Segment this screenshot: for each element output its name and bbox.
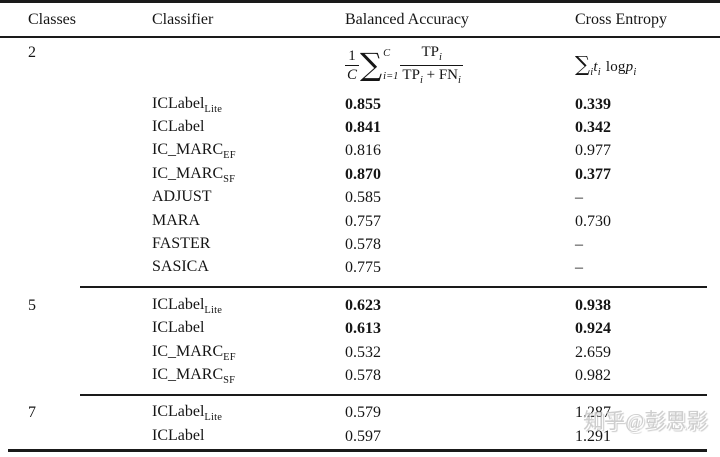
balanced-accuracy-formula: 1 C ∑ C i=1 TPi TPi + FNi [345, 43, 575, 87]
cross-entropy-value: 0.938 [575, 296, 611, 314]
balanced-accuracy-value: 0.816 [345, 142, 381, 160]
classifier-name: ICLabel [152, 117, 205, 135]
classifier-name: IC_MARCEF [152, 342, 236, 363]
header-separator-rule [0, 36, 720, 38]
classifier-name: IC_MARCSF [152, 365, 236, 387]
table-row: IC_MARCSF 0.578 0.982 [0, 364, 720, 387]
section-divider-rule [0, 388, 720, 402]
table-row: SASICA 0.775 – [0, 257, 720, 280]
cross-entropy-value: 0.342 [575, 119, 611, 137]
classifier-name: ICLabelLite [152, 94, 223, 115]
balanced-accuracy-value: 0.585 [345, 189, 381, 207]
classifier-name: FASTER [152, 234, 211, 252]
classifier-name: IC_MARCSF [152, 164, 236, 185]
classes-value: 5 [28, 296, 36, 314]
balanced-accuracy-value: 0.775 [345, 259, 381, 277]
table-row: 7 ICLabelLite 0.579 1.287 [0, 402, 720, 425]
table-row: ADJUST 0.585 – [0, 187, 720, 210]
table-row: ICLabel 0.613 0.924 [0, 318, 720, 341]
table-row: ICLabel 0.841 0.342 [0, 116, 720, 139]
section-divider-rule [0, 280, 720, 294]
coefficient-fraction: 1 C [345, 48, 360, 83]
table-header-row: Classes Classifier Balanced Accuracy Cro… [0, 3, 720, 36]
summation-symbol: ∑ C i=1 [360, 46, 399, 83]
balanced-accuracy-value: 0.841 [345, 119, 381, 137]
cross-entropy-value: 0.977 [575, 142, 611, 160]
table-row: FASTER 0.578 – [0, 233, 720, 256]
balanced-accuracy-value: 0.757 [345, 212, 381, 230]
balanced-accuracy-value: 0.855 [345, 95, 381, 113]
column-header-cross-entropy: Cross Entropy [575, 10, 667, 28]
table-row: IC_MARCEF 0.532 2.659 [0, 341, 720, 364]
table-row: MARA 0.757 0.730 [0, 210, 720, 233]
table-body: ICLabelLite 0.855 0.339 ICLabel 0.841 0.… [0, 93, 720, 448]
table-top-rule [0, 0, 720, 3]
cross-entropy-value: – [575, 236, 583, 254]
table-row: IC_MARCEF 0.816 0.977 [0, 140, 720, 163]
balanced-accuracy-value: 0.870 [345, 165, 381, 183]
cross-entropy-value: 0.339 [575, 95, 611, 113]
cross-entropy-value: 2.659 [575, 343, 611, 361]
table-row: ICLabelLite 0.855 0.339 [0, 93, 720, 116]
classes-value: 2 [28, 44, 36, 61]
classes-value: 7 [28, 404, 36, 422]
classifier-name: SASICA [152, 258, 209, 276]
column-header-classifier: Classifier [152, 10, 214, 28]
formula-row: 2 1 C ∑ C i=1 TPi TPi + FNi ∑iti logpi [0, 38, 720, 93]
cross-entropy-value: 0.730 [575, 212, 611, 230]
recall-fraction: TPi TPi + FNi [400, 44, 463, 86]
cross-entropy-value: – [575, 259, 583, 277]
table-bottom-rule [8, 449, 707, 453]
classifier-name: IC_MARCEF [152, 141, 236, 162]
cross-entropy-value: 0.377 [575, 165, 611, 183]
classifier-name: ICLabel [152, 319, 205, 337]
balanced-accuracy-value: 0.613 [345, 320, 381, 338]
balanced-accuracy-value: 0.578 [345, 236, 381, 254]
balanced-accuracy-value: 0.597 [345, 427, 381, 445]
column-header-balanced-accuracy: Balanced Accuracy [345, 10, 469, 28]
classifier-name: ICLabel [152, 426, 205, 444]
balanced-accuracy-value: 0.623 [345, 296, 381, 314]
table-row: 5 ICLabelLite 0.623 0.938 [0, 294, 720, 317]
cross-entropy-formula: ∑iti logpi [575, 51, 637, 78]
cross-entropy-value: 1.287 [575, 404, 611, 422]
column-header-classes: Classes [28, 10, 76, 28]
cross-entropy-value: 0.924 [575, 320, 611, 338]
cross-entropy-value: 1.291 [575, 427, 611, 445]
table-row: IC_MARCSF 0.870 0.377 [0, 163, 720, 186]
cross-entropy-value: 0.982 [575, 366, 611, 384]
classifier-name: ICLabelLite [152, 295, 223, 316]
balanced-accuracy-value: 0.579 [345, 404, 381, 422]
classifier-name: MARA [152, 211, 201, 229]
classifier-name: ADJUST [152, 188, 212, 206]
table-row: ICLabel 0.597 1.291 [0, 425, 720, 448]
cross-entropy-value: – [575, 189, 583, 207]
balanced-accuracy-value: 0.578 [345, 366, 381, 384]
balanced-accuracy-value: 0.532 [345, 343, 381, 361]
classifier-name: ICLabelLite [152, 403, 223, 424]
